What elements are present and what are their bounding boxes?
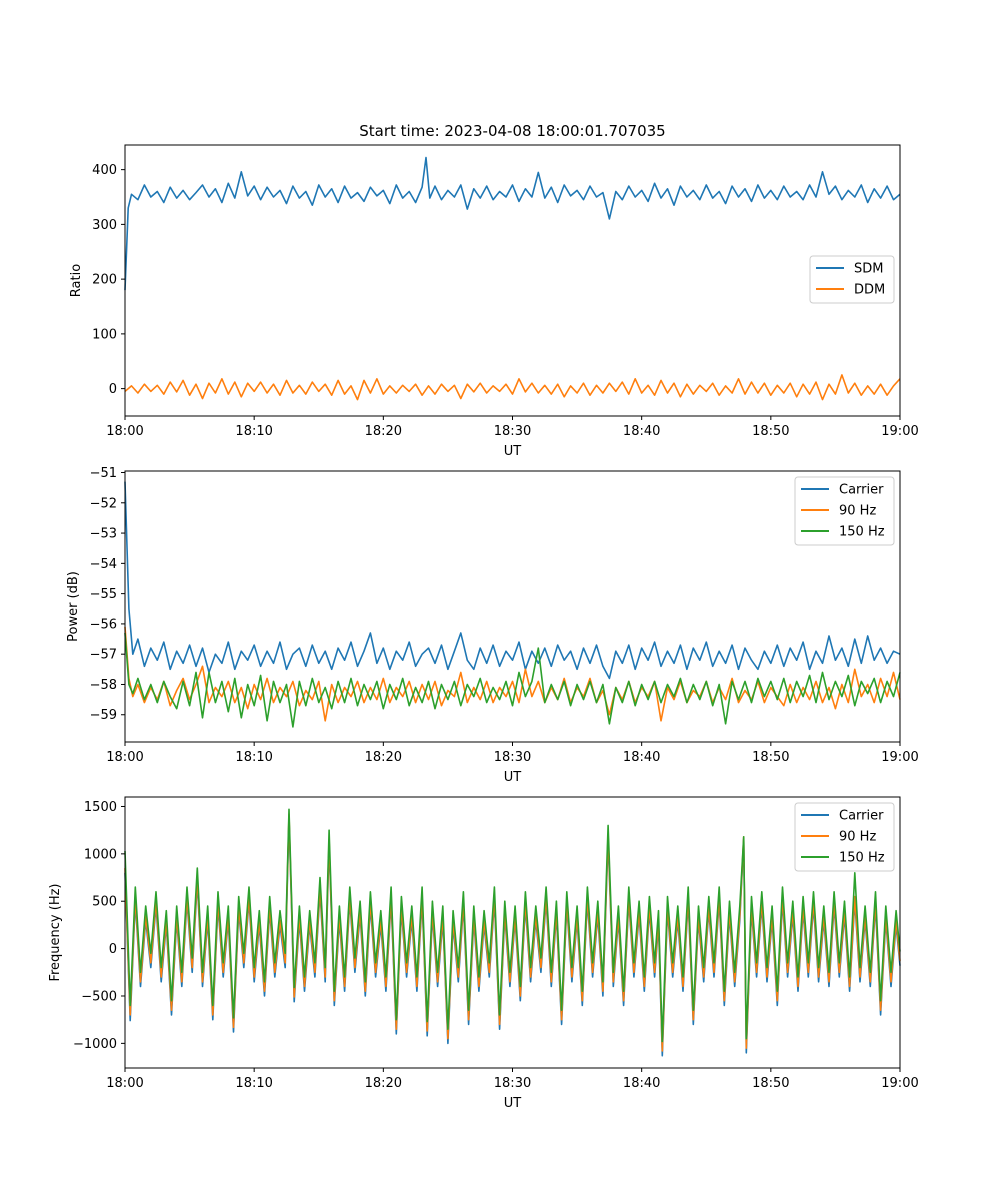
subplot-3: 18:00 18:10 18:20 18:30 18:40 18:50 19:00 −1000… (48, 796, 919, 1111)
subplot-panels: 18:00 18:10 18:20 18:30 18:40 18:50 19:00 0 100 2… (48, 144, 919, 1111)
legend-label: SDM (854, 262, 883, 277)
x-tick-label: 18:10 (235, 1076, 272, 1091)
x-tick-label: 19:00 (881, 424, 918, 439)
x-tick-label: 18:30 (494, 424, 531, 439)
x-tick-label: 18:40 (623, 424, 660, 439)
legend-label: 150 Hz (839, 851, 885, 866)
x-axis-label: UT (504, 444, 522, 459)
y-tick-label: −55 (90, 587, 117, 602)
x-tick-label: 18:30 (494, 750, 531, 765)
y-axis-label: Frequency (Hz) (48, 883, 63, 981)
series-line-carrier (124, 481, 901, 680)
y-tick-label: 200 (92, 273, 117, 288)
x-tick-label: 18:40 (623, 750, 660, 765)
y-tick-label: −53 (90, 527, 117, 542)
x-tick-label: 18:50 (752, 1076, 789, 1091)
subplot-1: 18:00 18:10 18:20 18:30 18:40 18:50 19:00 0 100 2… (69, 144, 919, 459)
y-tick-label: 500 (92, 895, 117, 910)
y-tick-label: 0 (109, 382, 117, 397)
legend: Carrier 90 Hz 150 Hz (794, 802, 895, 872)
y-tick-label: 300 (92, 218, 117, 233)
legend-label: DDM (854, 283, 885, 298)
x-tick-label: 18:50 (752, 424, 789, 439)
x-tick-label: 18:20 (365, 1076, 402, 1091)
y-tick-label: −59 (90, 708, 117, 723)
chart-title: Start time: 2023-04-08 18:00:01.707035 (359, 122, 665, 140)
series-line-90-hz (124, 626, 901, 722)
x-axis-label: UT (504, 1096, 522, 1111)
legend-box (794, 802, 895, 872)
x-tick-label: 18:20 (365, 424, 402, 439)
series-line-ddm (124, 374, 901, 401)
y-tick-label: 1500 (84, 800, 117, 815)
subplot-2: 18:00 18:10 18:20 18:30 18:40 18:50 19:00 −59 −5… (66, 466, 919, 785)
y-tick-label: −57 (90, 648, 117, 663)
y-tick-label: −500 (81, 989, 117, 1004)
legend-label: 90 Hz (839, 504, 876, 519)
legend: Carrier 90 Hz 150 Hz (794, 476, 895, 546)
y-tick-label: −1000 (73, 1037, 117, 1052)
legend-box (794, 476, 895, 546)
series-line-150-hz (124, 808, 901, 1043)
x-tick-label: 18:10 (235, 424, 272, 439)
legend: SDM DDM (809, 255, 895, 304)
y-axis-label: Ratio (69, 264, 84, 297)
x-tick-label: 18:00 (106, 750, 143, 765)
series-line-sdm (124, 156, 901, 291)
y-axis-label: Power (dB) (66, 571, 81, 642)
x-tick-label: 18:00 (106, 1076, 143, 1091)
y-tick-label: −51 (90, 466, 117, 481)
y-tick-label: −58 (90, 678, 117, 693)
x-tick-label: 18:20 (365, 750, 402, 765)
x-tick-label: 19:00 (881, 1076, 918, 1091)
y-tick-label: 400 (92, 163, 117, 178)
legend-label: Carrier (839, 809, 884, 824)
y-tick-label: 1000 (84, 847, 117, 862)
series-line-150-hz (124, 632, 901, 728)
x-tick-label: 18:50 (752, 750, 789, 765)
x-tick-label: 19:00 (881, 750, 918, 765)
legend-label: Carrier (839, 483, 884, 498)
x-axis-label: UT (504, 770, 522, 785)
legend-label: 150 Hz (839, 525, 885, 540)
x-tick-label: 18:40 (623, 1076, 660, 1091)
legend-label: 90 Hz (839, 830, 876, 845)
y-tick-label: 100 (92, 327, 117, 342)
y-tick-label: 0 (109, 942, 117, 957)
x-tick-label: 18:10 (235, 750, 272, 765)
y-tick-label: −52 (90, 496, 117, 511)
x-tick-label: 18:00 (106, 424, 143, 439)
y-tick-label: −54 (90, 557, 117, 572)
y-tick-label: −56 (90, 617, 117, 632)
x-tick-label: 18:30 (494, 1076, 531, 1091)
